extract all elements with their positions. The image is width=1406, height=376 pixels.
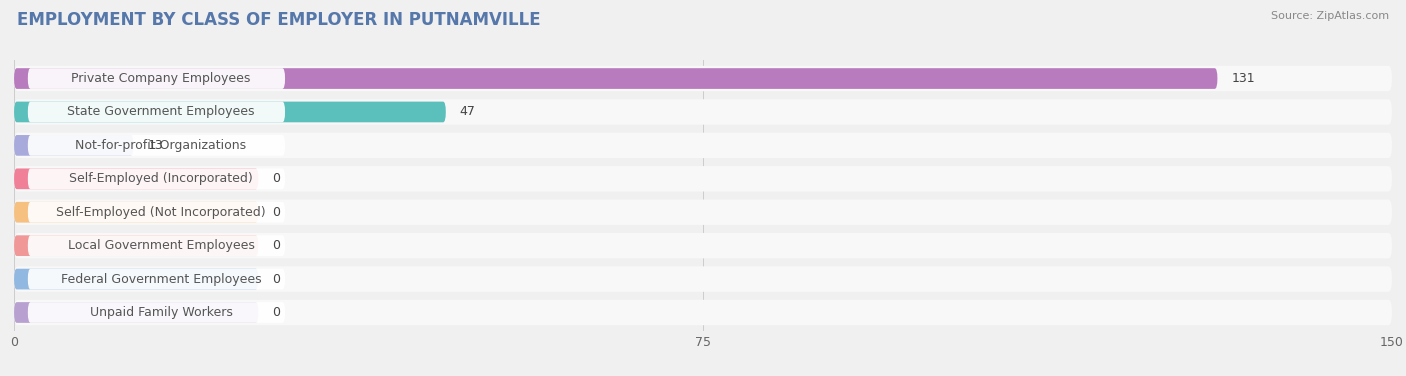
FancyBboxPatch shape: [14, 133, 1392, 158]
Text: Unpaid Family Workers: Unpaid Family Workers: [90, 306, 232, 319]
FancyBboxPatch shape: [14, 300, 1392, 325]
Text: EMPLOYMENT BY CLASS OF EMPLOYER IN PUTNAMVILLE: EMPLOYMENT BY CLASS OF EMPLOYER IN PUTNA…: [17, 11, 540, 29]
Text: Local Government Employees: Local Government Employees: [67, 239, 254, 252]
FancyBboxPatch shape: [28, 135, 285, 156]
FancyBboxPatch shape: [14, 266, 1392, 292]
FancyBboxPatch shape: [14, 102, 446, 122]
FancyBboxPatch shape: [14, 166, 1392, 191]
FancyBboxPatch shape: [14, 135, 134, 156]
Text: Source: ZipAtlas.com: Source: ZipAtlas.com: [1271, 11, 1389, 21]
FancyBboxPatch shape: [14, 66, 1392, 91]
Text: 0: 0: [273, 273, 280, 286]
FancyBboxPatch shape: [28, 235, 285, 256]
FancyBboxPatch shape: [28, 269, 285, 290]
FancyBboxPatch shape: [14, 68, 1218, 89]
Text: Private Company Employees: Private Company Employees: [72, 72, 250, 85]
Text: Self-Employed (Not Incorporated): Self-Employed (Not Incorporated): [56, 206, 266, 219]
FancyBboxPatch shape: [28, 168, 285, 189]
Text: Federal Government Employees: Federal Government Employees: [60, 273, 262, 286]
FancyBboxPatch shape: [14, 233, 1392, 258]
FancyBboxPatch shape: [28, 102, 285, 122]
FancyBboxPatch shape: [14, 99, 1392, 125]
Text: 131: 131: [1232, 72, 1254, 85]
Text: 0: 0: [273, 239, 280, 252]
FancyBboxPatch shape: [14, 168, 259, 189]
FancyBboxPatch shape: [14, 235, 259, 256]
FancyBboxPatch shape: [14, 202, 259, 223]
FancyBboxPatch shape: [28, 302, 285, 323]
Text: Self-Employed (Incorporated): Self-Employed (Incorporated): [69, 172, 253, 185]
FancyBboxPatch shape: [14, 269, 259, 290]
Text: 0: 0: [273, 172, 280, 185]
Text: 0: 0: [273, 306, 280, 319]
Text: 47: 47: [460, 105, 475, 118]
Text: State Government Employees: State Government Employees: [67, 105, 254, 118]
FancyBboxPatch shape: [14, 302, 259, 323]
FancyBboxPatch shape: [28, 68, 285, 89]
FancyBboxPatch shape: [14, 200, 1392, 225]
Text: 0: 0: [273, 206, 280, 219]
Text: 13: 13: [148, 139, 163, 152]
FancyBboxPatch shape: [28, 202, 285, 223]
Text: Not-for-profit Organizations: Not-for-profit Organizations: [76, 139, 246, 152]
